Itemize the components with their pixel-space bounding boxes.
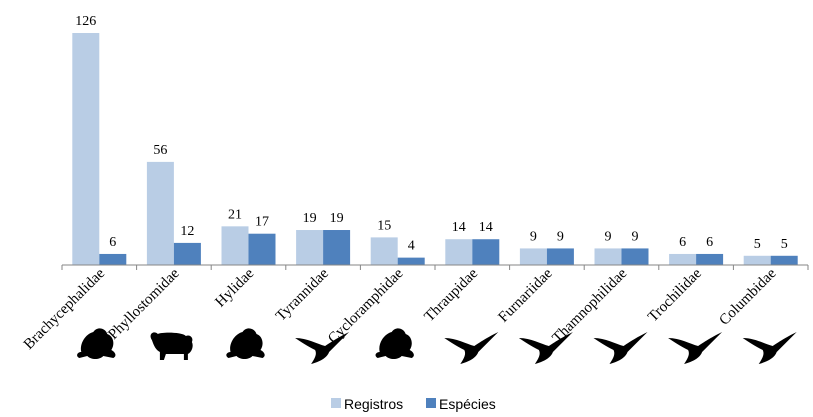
data-label: 6	[109, 235, 116, 250]
legend-swatch-especies	[426, 398, 436, 408]
legend-label-especies: Espécies	[439, 396, 496, 412]
hummingbird-icon	[295, 332, 350, 364]
data-label: 21	[228, 207, 242, 222]
data-label: 19	[303, 211, 317, 226]
category-label: Thraupidae	[422, 265, 482, 325]
bar-registros	[669, 253, 697, 265]
frog-icon	[375, 328, 414, 359]
data-label: 126	[75, 14, 96, 29]
bars-group	[72, 33, 798, 265]
frog-icon	[226, 328, 265, 359]
data-label: 14	[452, 220, 466, 235]
data-label: 9	[557, 229, 564, 244]
data-label: 56	[153, 143, 167, 158]
data-label: 9	[632, 229, 639, 244]
bar-registros	[146, 161, 174, 265]
data-label: 9	[530, 229, 537, 244]
category-label: Columbidae	[716, 265, 779, 328]
frog-icon	[77, 328, 116, 359]
data-label: 6	[679, 235, 686, 250]
data-label: 15	[377, 218, 391, 233]
bar-registros	[296, 230, 324, 265]
category-label: Thamnophilidae	[549, 265, 630, 346]
category-label: Phyllostomidae	[105, 265, 183, 343]
data-label: 19	[330, 211, 344, 226]
bar-registros	[594, 248, 622, 265]
data-label: 6	[706, 235, 713, 250]
data-label: 14	[479, 220, 493, 235]
bar-especies	[173, 242, 201, 265]
bar-registros	[445, 239, 473, 265]
data-labels-group: 126 6 56 12 21 17 19 19 15 4 14 14 9 9 9 9 6 6 5 5	[75, 14, 787, 254]
data-label: 5	[781, 237, 788, 252]
monkey-icon	[150, 332, 193, 360]
category-label: Tyrannidae	[273, 265, 332, 324]
data-label: 9	[605, 229, 612, 244]
bar-registros	[370, 237, 398, 265]
bar-especies	[323, 230, 351, 265]
x-axis-ticks	[61, 265, 809, 270]
category-label: Trochilidae	[645, 265, 705, 325]
legend: Registros Espécies	[331, 396, 496, 412]
hummingbird-icon	[518, 332, 573, 364]
hummingbird-icon	[593, 332, 648, 364]
hummingbird-icon	[444, 332, 499, 364]
legend-swatch-registros	[331, 398, 341, 408]
data-label: 17	[255, 215, 269, 230]
data-label: 4	[408, 239, 415, 254]
bar-especies	[99, 253, 127, 265]
category-icons-group	[77, 328, 797, 364]
bar-especies	[546, 248, 574, 265]
data-label: 12	[180, 224, 194, 239]
bar-registros	[743, 255, 771, 265]
bar-registros	[519, 248, 547, 265]
category-label: Furnariidae	[496, 265, 556, 325]
bar-especies	[696, 253, 724, 265]
hummingbird-icon	[742, 332, 797, 364]
bar-especies	[621, 248, 649, 265]
hummingbird-icon	[668, 332, 723, 364]
bar-especies	[248, 233, 276, 265]
bar-registros	[221, 226, 249, 265]
bar-especies	[770, 255, 798, 265]
bar-registros	[72, 33, 100, 265]
bar-especies	[472, 239, 500, 265]
category-label: Hylidae	[212, 265, 257, 310]
bar-especies	[397, 257, 425, 265]
legend-label-registros: Registros	[344, 396, 403, 412]
data-label: 5	[754, 237, 761, 252]
